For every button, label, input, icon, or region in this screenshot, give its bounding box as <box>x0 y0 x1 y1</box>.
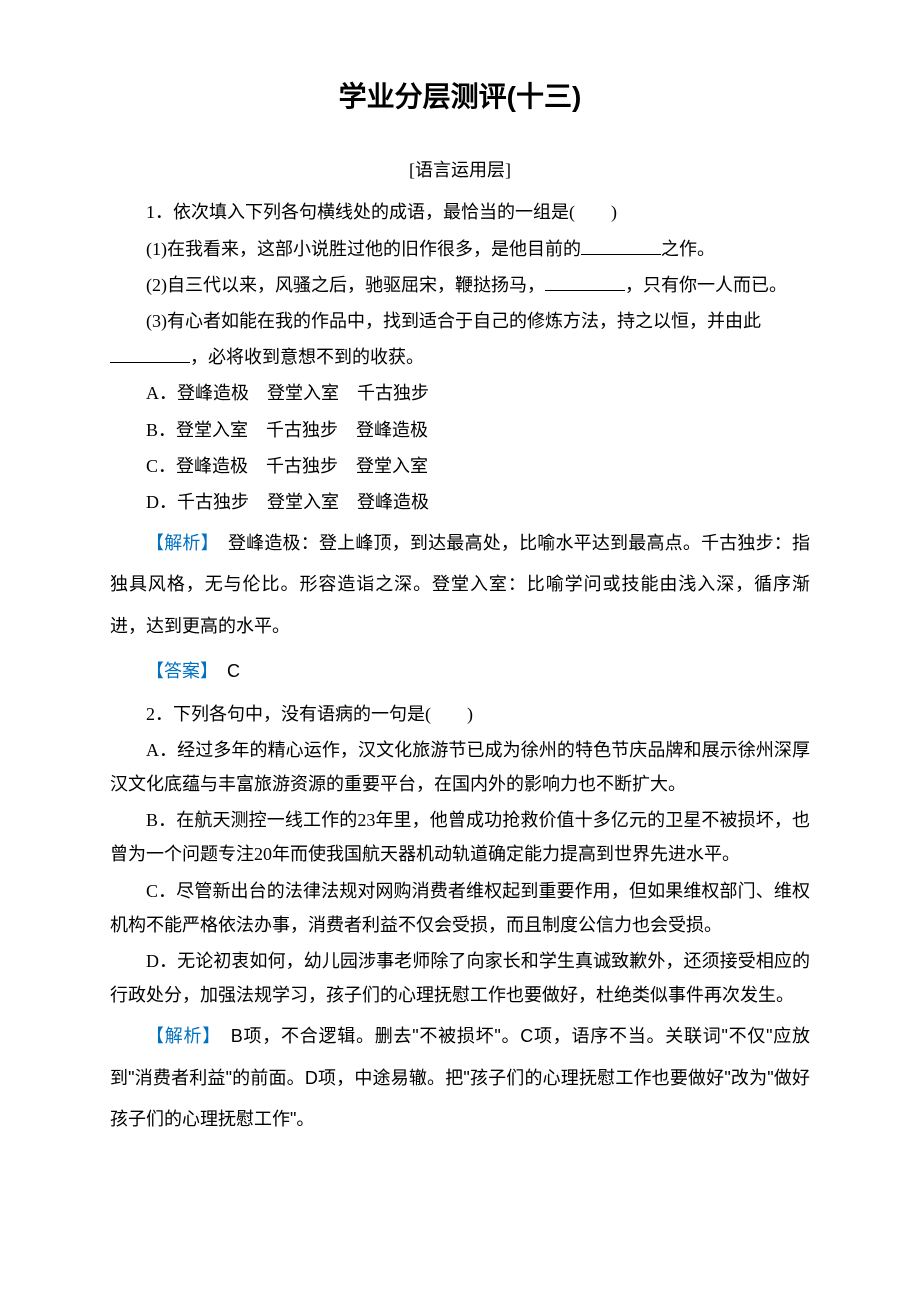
q1-sentence-1: (1)在我看来，这部小说胜过他的旧作很多，是他目前的 之作。 <box>110 232 810 266</box>
q2-option-a: A．经过多年的精心运作，汉文化旅游节已成为徐州的特色节庆品牌和展示徐州深厚汉文化… <box>110 733 810 801</box>
q1-s1-text-a: (1)在我看来，这部小说胜过他的旧作很多，是他目前的 <box>146 239 581 259</box>
answer-label: 【答案】 <box>146 661 209 681</box>
q2-option-b: B．在航天测控一线工作的23年里，他曾成功抢救价值十多亿元的卫星不被损坏，也曾为… <box>110 803 810 871</box>
q1-s2-text-b: ，只有你一人而已。 <box>625 275 787 295</box>
q1-sentence-2: (2)自三代以来，风骚之后，驰驱屈宋，鞭挞扬马， ，只有你一人而已。 <box>110 268 810 302</box>
blank-line <box>581 237 661 255</box>
q1-sentence-3a: (3)有心者如能在我的作品中，找到适合于自己的修炼方法，持之以恒，并由此 <box>110 304 810 338</box>
q2-stem: 2．下列各句中，没有语病的一句是( ) <box>110 697 810 731</box>
section-label: [语言运用层] <box>110 153 810 187</box>
blank-line <box>110 345 190 363</box>
q1-option-d: D．千古独步 登堂入室 登峰造极 <box>110 485 810 519</box>
q1-option-a: A．登峰造极 登堂入室 千古独步 <box>110 376 810 410</box>
q2-analysis: 【解析】 B项，不合逻辑。删去"不被损坏"。C项，语序不当。关联词"不仅"应放到… <box>110 1016 810 1140</box>
q1-s2-text-a: (2)自三代以来，风骚之后，驰驱屈宋，鞭挞扬马， <box>146 275 545 295</box>
analysis-label: 【解析】 <box>146 1026 212 1046</box>
blank-line <box>545 273 625 291</box>
q1-answer-text: C <box>209 661 240 681</box>
q2-option-c: C．尽管新出台的法律法规对网购消费者维权起到重要作用，但如果维权部门、维权机构不… <box>110 874 810 942</box>
analysis-label: 【解析】 <box>146 533 210 553</box>
q1-answer: 【答案】 C <box>110 651 810 692</box>
q1-sentence-3b-wrap: ，必将收到意想不到的收获。 <box>110 340 810 374</box>
q1-analysis-text: 登峰造极：登上峰顶，到达最高处，比喻水平达到最高点。千古独步：指独具风格，无与伦… <box>110 533 810 636</box>
q1-analysis: 【解析】 登峰造极：登上峰顶，到达最高处，比喻水平达到最高点。千古独步：指独具风… <box>110 523 810 647</box>
page-title: 学业分层测评(十三) <box>110 70 810 123</box>
q1-s1-text-b: 之作。 <box>661 239 715 259</box>
q2-analysis-text: B项，不合逻辑。删去"不被损坏"。C项，语序不当。关联词"不仅"应放到"消费者利… <box>110 1026 810 1129</box>
q1-s3-text-b: ，必将收到意想不到的收获。 <box>190 347 424 367</box>
q1-stem: 1．依次填入下列各句横线处的成语，最恰当的一组是( ) <box>110 195 810 229</box>
q2-option-d: D．无论初衷如何，幼儿园涉事老师除了向家长和学生真诚致歉外，还须接受相应的行政处… <box>110 944 810 1012</box>
q1-option-c: C．登峰造极 千古独步 登堂入室 <box>110 449 810 483</box>
q1-option-b: B．登堂入室 千古独步 登峰造极 <box>110 413 810 447</box>
